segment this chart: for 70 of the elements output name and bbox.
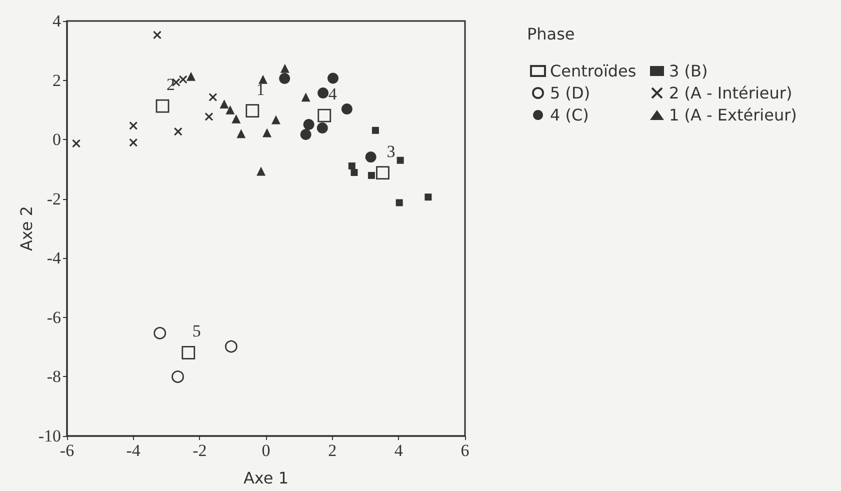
- point: [368, 172, 375, 179]
- annotation: 3: [386, 142, 396, 161]
- x-tick-label: 2: [328, 441, 337, 460]
- point: [365, 152, 376, 163]
- point: [226, 105, 235, 114]
- y-tick-label: -4: [46, 248, 62, 268]
- point: [350, 168, 358, 176]
- point: [424, 194, 432, 201]
- y-axis-title: Axe 2: [16, 206, 36, 252]
- y-tick-label: 0: [52, 130, 61, 150]
- point: [376, 166, 390, 180]
- x-tick-label: -4: [126, 441, 141, 460]
- point: [172, 370, 184, 383]
- point: [152, 30, 162, 40]
- point: [318, 108, 332, 122]
- point: [258, 74, 268, 84]
- point: [280, 64, 290, 73]
- point: [204, 112, 214, 122]
- point: [396, 199, 403, 206]
- point: [348, 162, 356, 170]
- point: [318, 88, 329, 99]
- point: [341, 104, 352, 115]
- point: [220, 100, 229, 108]
- point: [303, 118, 314, 130]
- point: [232, 114, 241, 124]
- legend-title: Phase: [527, 24, 575, 44]
- point: [129, 138, 138, 147]
- point: [178, 75, 188, 84]
- point: [301, 92, 310, 102]
- x-tick-label: 6: [460, 441, 470, 460]
- legend-label: 4 (C): [550, 106, 589, 124]
- point: [246, 104, 260, 118]
- point: [174, 127, 182, 136]
- point: [271, 115, 280, 124]
- point: [328, 72, 338, 84]
- point: [182, 346, 196, 360]
- point: [208, 92, 218, 102]
- x-tick-label: 4: [394, 441, 404, 460]
- x-tick-label: 0: [262, 441, 270, 460]
- annotation: 2: [166, 75, 176, 94]
- point: [396, 156, 404, 164]
- legend-label: 1 (A - Extérieur): [669, 106, 797, 124]
- point: [156, 99, 170, 113]
- x-tick-label: -2: [192, 441, 207, 460]
- annotation: 1: [256, 80, 265, 99]
- y-tick-label: -8: [46, 367, 61, 386]
- y-tick-label: -10: [38, 426, 61, 446]
- legend-label: 3 (B): [669, 62, 708, 80]
- point: [279, 73, 290, 84]
- legend-label: Centroïdes: [550, 62, 636, 80]
- point: [224, 340, 238, 353]
- point: [316, 122, 328, 134]
- y-tick-label: -2: [46, 189, 61, 208]
- point: [154, 326, 166, 340]
- annotation: 4: [328, 84, 338, 104]
- y-tick-label: 4: [52, 12, 62, 30]
- point: [186, 72, 196, 81]
- point: [129, 121, 138, 130]
- legend-label: 5 (D): [550, 84, 590, 102]
- legend-label: 2 (A - Intérieur): [669, 84, 792, 102]
- point: [300, 129, 312, 140]
- annotation: 5: [192, 322, 201, 341]
- point: [262, 128, 272, 138]
- y-tick-label: -6: [46, 308, 61, 327]
- x-axis-title: Axe 1: [243, 468, 289, 488]
- point: [256, 166, 266, 176]
- y-tick-label: 2: [52, 70, 61, 90]
- point: [372, 126, 379, 134]
- point: [72, 139, 81, 148]
- point: [236, 129, 246, 138]
